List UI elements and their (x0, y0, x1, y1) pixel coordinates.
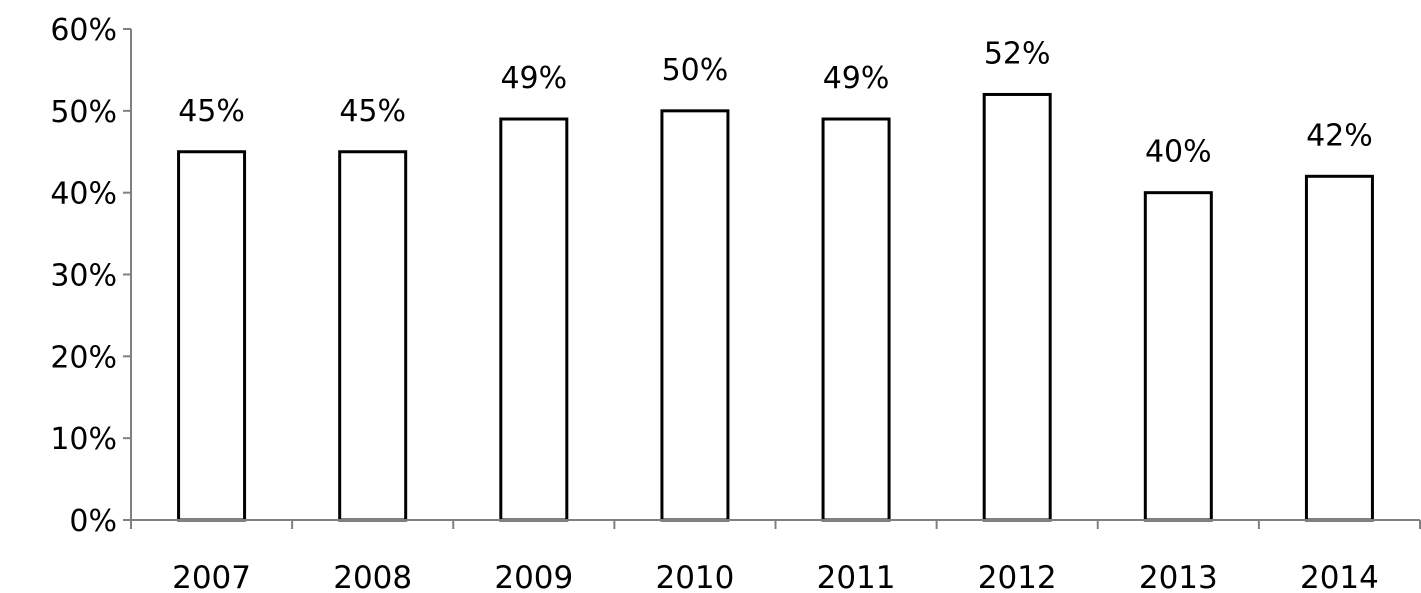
x-category-label: 2014 (1300, 560, 1379, 593)
y-tick-label: 50% (50, 95, 117, 130)
y-tick-label: 30% (50, 259, 117, 294)
bar-2013 (1143, 191, 1213, 522)
data-label-2007: 45% (178, 94, 245, 129)
bar-2011 (821, 117, 891, 522)
data-label-2013: 40% (1145, 135, 1212, 170)
x-category-label: 2007 (172, 560, 251, 593)
data-label-2011: 49% (823, 61, 890, 96)
bars: 45% 45% 49% 50% 49% 52% 40% 42% (177, 36, 1374, 522)
bar-2012 (982, 92, 1052, 522)
x-category-label: 2010 (655, 560, 734, 593)
y-tick-label: 60% (50, 13, 117, 48)
x-category-label: 2012 (978, 560, 1057, 593)
y-axis: 0% 10% 20% 30% 40% 50% 60% (50, 13, 132, 539)
x-axis: 2007 2008 2009 2010 2011 2012 2013 2014 (130, 519, 1421, 593)
bar-2014 (1304, 174, 1374, 522)
bar-2008 (338, 150, 408, 522)
y-tick-label: 20% (50, 340, 117, 375)
x-category-label: 2013 (1139, 560, 1218, 593)
data-label-2012: 52% (984, 36, 1051, 71)
x-category-label: 2008 (333, 560, 412, 593)
data-label-2008: 45% (339, 94, 406, 129)
data-label-2014: 42% (1306, 118, 1373, 153)
x-category-label: 2011 (817, 560, 896, 593)
bar-2010 (660, 109, 730, 522)
data-label-2010: 50% (662, 53, 729, 88)
x-category-label: 2009 (494, 560, 573, 593)
bar-2009 (499, 117, 569, 522)
bar-2007 (177, 150, 247, 522)
y-tick-label: 40% (50, 177, 117, 212)
y-tick-label: 0% (69, 504, 117, 539)
data-label-2009: 49% (500, 61, 567, 96)
y-tick-label: 10% (50, 422, 117, 457)
